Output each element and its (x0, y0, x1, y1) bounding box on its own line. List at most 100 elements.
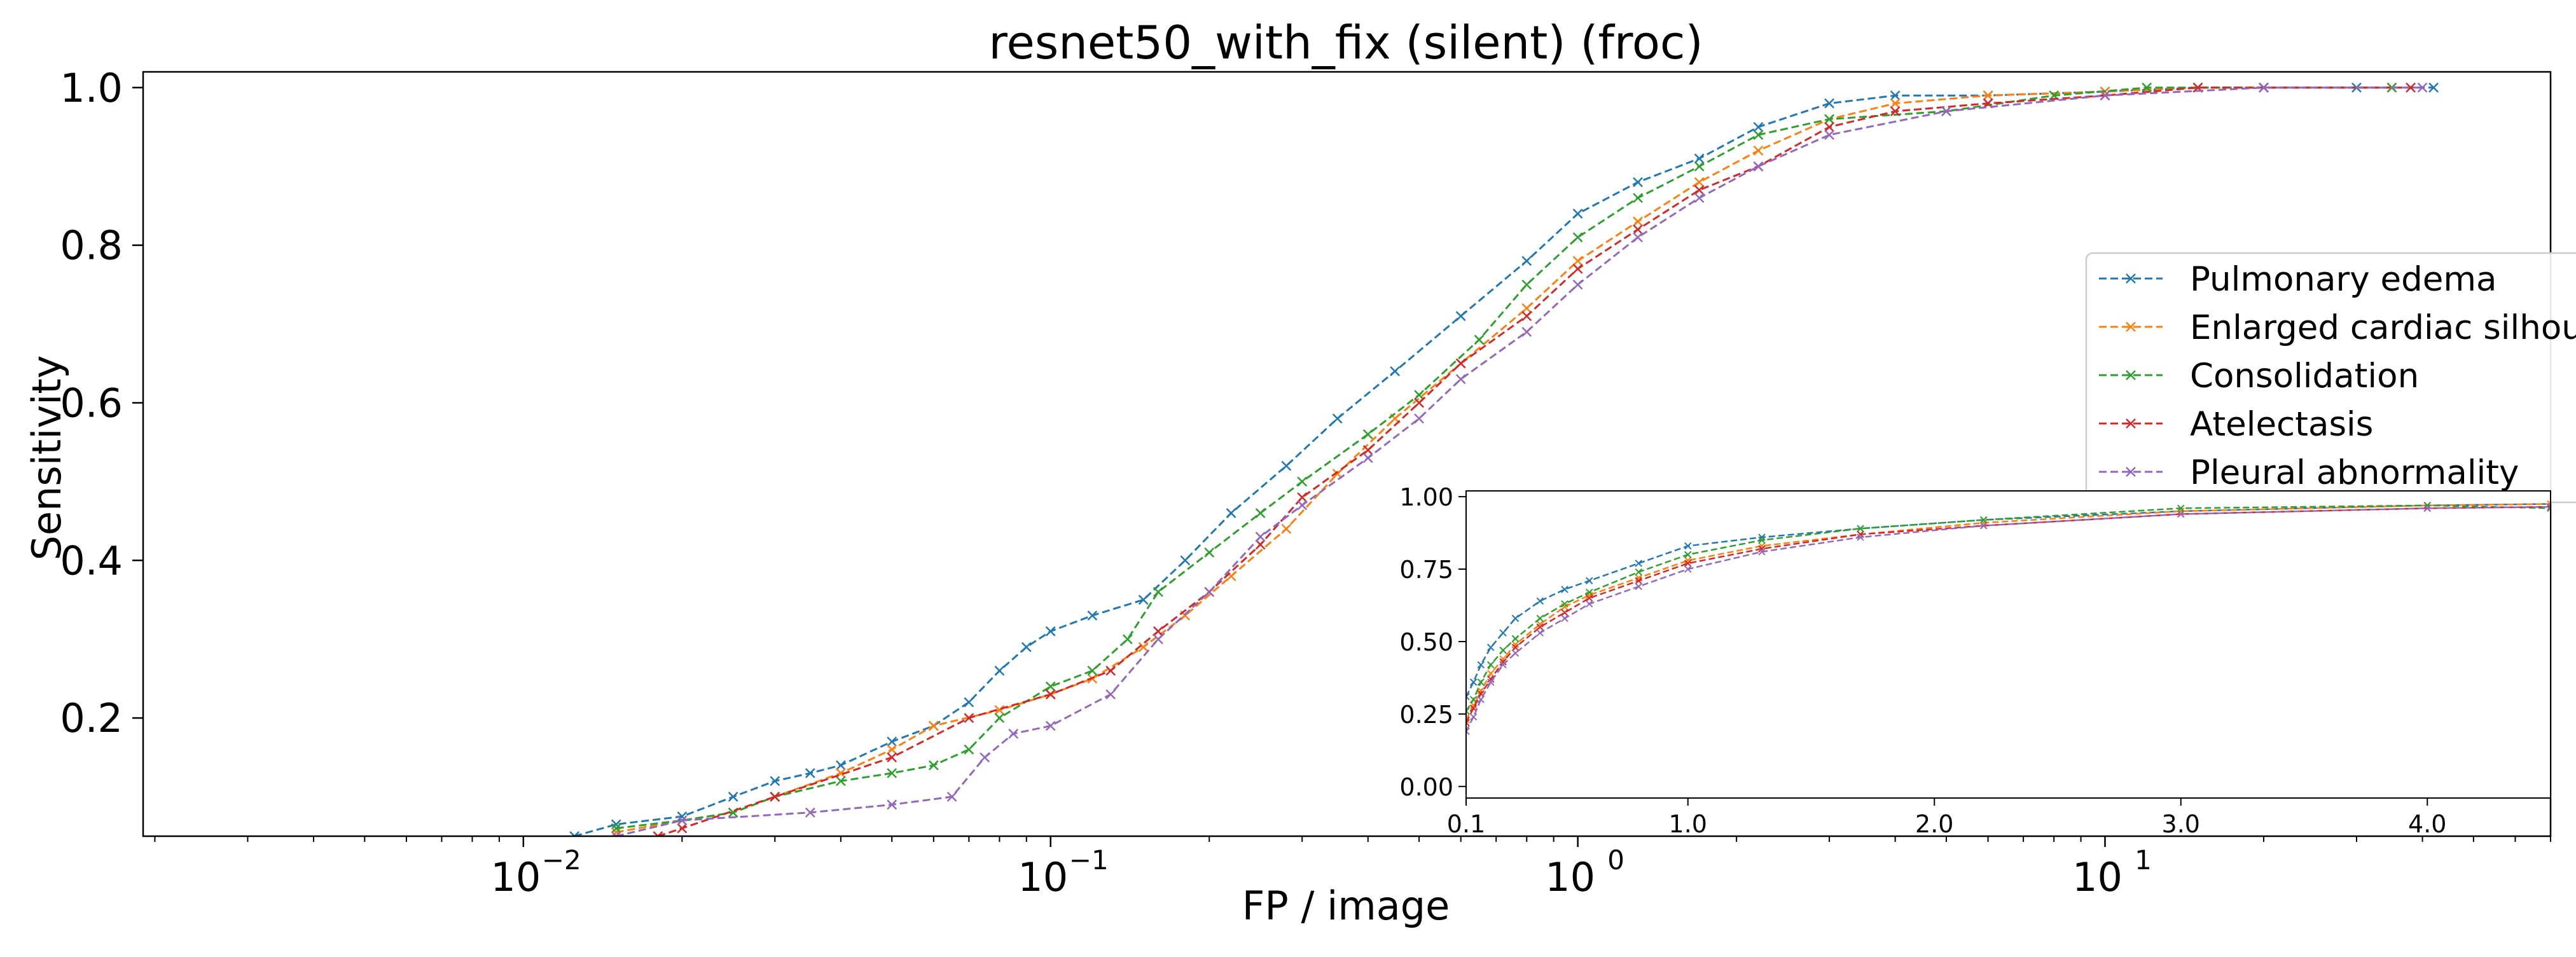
inset-data-point-pulmonary-edema (1487, 644, 1495, 651)
data-point-pulmonary-edema-b (1390, 366, 1401, 376)
inset-data-point-pleural-abnormality (2177, 510, 2185, 518)
inset-data-point-consolidation-b (1511, 635, 1520, 643)
data-point-pulmonary-edema-b (1824, 98, 1834, 109)
inset-data-point-pulmonary-edema (1561, 586, 1568, 593)
data-point-pulmonary-edema-b (1572, 209, 1583, 219)
data-point-pleural-abnormality-b (1633, 232, 1643, 243)
data-point-consolidation (1694, 161, 1705, 172)
data-point-consolidation (1572, 232, 1583, 243)
data-point-pulmonary-edema-b (835, 760, 846, 771)
inset-data-point-consolidation (1635, 568, 1642, 576)
inset-data-point-pleural-abnormality-b (1635, 582, 1642, 591)
inset-data-point-consolidation (1536, 614, 1544, 623)
inset-data-point-pulmonary-edema (1477, 661, 1485, 669)
data-point-pulmonary-edema (1021, 642, 1032, 652)
inset-data-point-consolidation-b (2423, 502, 2431, 509)
inset-data-point-pleural-abnormality-b (1469, 713, 1478, 721)
data-point-pleural-abnormality (805, 807, 815, 818)
inset-data-point-pleural-abnormality-b (2177, 510, 2185, 518)
data-point-consolidation (1255, 508, 1266, 518)
data-point-pleural-abnormality (1008, 729, 1019, 739)
data-point-atelectasis-b (1105, 665, 1116, 676)
data-point-atelectasis-b (1255, 539, 1266, 550)
legend-label-enlarged-cardiac-silhouette: Enlarged cardiac silhouette (2190, 308, 2576, 347)
data-point-consolidation (1474, 334, 1485, 345)
legend-marker-pulmonary-edema-b (2126, 273, 2136, 284)
data-point-enlarged-cardiac-silhouette-b (1226, 571, 1236, 581)
x-tick-exponent: 0 (1607, 844, 1624, 876)
data-point-consolidation-b (1297, 476, 1308, 487)
data-point-enlarged-cardiac-silhouette-b (887, 744, 897, 755)
data-point-pulmonary-edema-b (805, 768, 815, 778)
inset-data-point-atelectasis-b (1758, 545, 1766, 553)
inset-data-point-pleural-abnormality-b (1758, 547, 1766, 556)
legend-label-pleural-abnormality: Pleural abnormality (2190, 453, 2519, 492)
data-point-enlarged-cardiac-silhouette (1633, 216, 1643, 227)
data-point-pulmonary-edema-b (1226, 508, 1236, 518)
data-point-pleural-abnormality (2259, 82, 2269, 93)
data-point-pulmonary-edema-b (2428, 82, 2439, 93)
data-point-pulmonary-edema (887, 736, 897, 747)
inset-data-point-pleural-abnormality (2423, 504, 2431, 513)
data-point-pulmonary-edema-b (1455, 311, 1466, 322)
inset-x-tick-label: 0.1 (1447, 810, 1485, 838)
data-point-pulmonary-edema (1753, 121, 1764, 132)
inset-data-point-atelectasis (1466, 719, 1470, 727)
inset-data-point-enlarged-cardiac-silhouette-a (2547, 500, 2551, 505)
data-point-pulmonary-edema (1138, 595, 1149, 605)
inset-data-point-enlarged-cardiac-silhouette-b (1684, 556, 1692, 565)
data-point-atelectasis (964, 713, 974, 724)
inset-data-point-consolidation-b (1477, 678, 1485, 686)
data-point-pulmonary-edema (1390, 366, 1401, 376)
data-point-pleural-abnormality-b (887, 799, 897, 810)
data-point-pleural-abnormality-b (2417, 82, 2428, 93)
inset-data-point-consolidation (1469, 696, 1478, 703)
series-line-atelectasis (657, 86, 2411, 836)
data-point-pleural-abnormality-b (2259, 82, 2269, 93)
data-point-consolidation (1297, 476, 1308, 487)
data-point-consolidation (994, 713, 1005, 724)
data-point-enlarged-cardiac-silhouette (1138, 642, 1149, 652)
inset-data-point-atelectasis (1511, 644, 1520, 651)
data-point-enlarged-cardiac-silhouette (1521, 303, 1532, 313)
inset-data-point-consolidation (1684, 551, 1692, 558)
data-point-consolidation-b (1694, 161, 1705, 172)
inset-plot-area: 0.1 1.0 2.0 3.0 4.0 0.00 0.25 0.50 0.75 1.00 (1399, 483, 2551, 838)
data-point-pulmonary-edema (835, 760, 846, 771)
data-point-pleural-abnormality (1153, 634, 1163, 645)
data-point-pulmonary-edema-b (1332, 413, 1343, 424)
inset-data-point-consolidation-b (1466, 707, 1470, 712)
data-point-pleural-abnormality (2417, 82, 2428, 93)
inset-data-point-pulmonary-edema-b (1466, 692, 1470, 698)
data-point-enlarged-cardiac-silhouette (887, 744, 897, 755)
main-series-group (569, 82, 2439, 836)
inset-data-point-enlarged-cardiac-silhouette-b (1499, 655, 1507, 663)
inset-data-point-pulmonary-edema-b (1469, 678, 1478, 686)
data-point-atelectasis (2406, 82, 2416, 93)
inset-data-point-consolidation-b (1857, 525, 1864, 532)
data-point-consolidation-b (2142, 82, 2152, 93)
data-point-atelectasis-b (1362, 444, 1373, 455)
inset-data-point-pulmonary-edema (1469, 678, 1478, 686)
x-tick-label: 10 (2072, 854, 2122, 900)
data-point-enlarged-cardiac-silhouette-b (994, 705, 1005, 715)
inset-data-point-consolidation-b (1980, 516, 1988, 524)
data-point-pulmonary-edema (1572, 209, 1583, 219)
inset-data-point-pleural-abnormality-b (1499, 661, 1507, 669)
data-point-pleural-abnormality-b (1753, 161, 1764, 172)
inset-y-tick-label: 0.50 (1399, 628, 1453, 656)
y-tick-label: 0.4 (60, 537, 123, 584)
data-point-enlarged-cardiac-silhouette (1983, 90, 1993, 101)
inset-data-point-consolidation (1561, 600, 1568, 608)
data-point-pleural-abnormality (1414, 413, 1424, 424)
legend-marker-atelectasis (2126, 418, 2136, 429)
data-point-pleural-abnormality-b (980, 752, 990, 762)
inset-data-point-consolidation-b (1499, 646, 1507, 654)
legend-label-atelectasis: Atelectasis (2190, 405, 2373, 444)
data-point-pulmonary-edema (569, 831, 580, 836)
data-point-atelectasis (1255, 539, 1266, 550)
data-point-pleural-abnormality-b (1008, 729, 1019, 739)
data-point-atelectasis (887, 752, 897, 762)
data-point-consolidation-b (1087, 665, 1098, 676)
inset-data-point-pleural-abnormality (1758, 547, 1766, 556)
